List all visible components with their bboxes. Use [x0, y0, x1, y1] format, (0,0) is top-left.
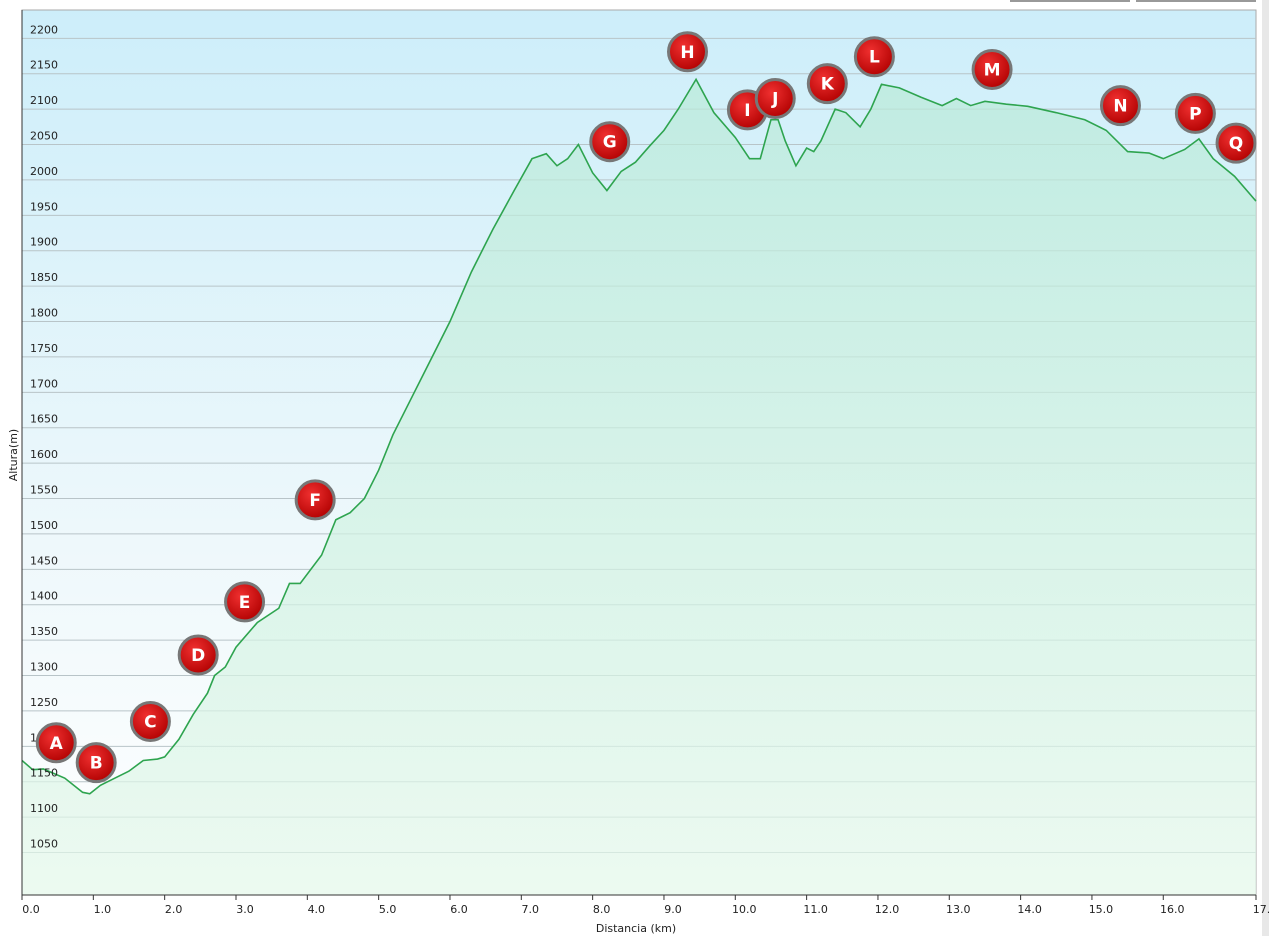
waypoint-label: A — [50, 734, 64, 754]
waypoint-label: L — [869, 48, 880, 68]
waypoint-marker — [971, 48, 1013, 90]
tab — [1010, 0, 1130, 2]
waypoint-marker — [294, 479, 336, 521]
x-tick-label: 0.0 — [22, 903, 40, 916]
waypoint: Q — [1215, 122, 1257, 164]
y-tick-label: 2000 — [30, 165, 58, 178]
y-tick-label: 1150 — [30, 767, 58, 780]
y-tick-label: 1850 — [30, 271, 58, 284]
y-tick-label: 1100 — [30, 802, 58, 815]
waypoint-label: J — [771, 90, 778, 110]
waypoint: D — [177, 634, 219, 676]
x-tick-label: 11.0 — [803, 903, 828, 916]
x-tick-label: 12.0 — [875, 903, 900, 916]
area-fill — [22, 79, 1256, 895]
waypoint-marker — [806, 63, 848, 105]
y-tick-label: 1250 — [30, 696, 58, 709]
y-tick-label: 1350 — [30, 625, 58, 638]
x-tick-label: 17.3 — [1253, 903, 1269, 916]
waypoint-marker — [35, 722, 77, 764]
waypoint-label: K — [821, 75, 835, 95]
waypoint-marker — [224, 581, 266, 623]
x-tick-label: 13.0 — [946, 903, 971, 916]
y-tick-label: 1450 — [30, 554, 58, 567]
scroll-edge — [1262, 0, 1269, 936]
waypoint-label: F — [309, 491, 321, 511]
x-tick-label: 16.0 — [1160, 903, 1185, 916]
y-tick-label: 1600 — [30, 448, 58, 461]
waypoint-marker — [667, 31, 709, 73]
waypoint: E — [224, 581, 266, 623]
y-tick-label: 1700 — [30, 377, 58, 390]
waypoint-marker — [754, 78, 796, 119]
waypoint-marker — [129, 701, 171, 743]
waypoint-marker — [177, 634, 219, 676]
waypoint-label: G — [603, 133, 617, 153]
y-tick-label: 1900 — [30, 236, 58, 249]
tab — [1136, 0, 1256, 2]
x-tick-label: 8.0 — [593, 903, 611, 916]
x-tick-label: 9.0 — [664, 903, 682, 916]
y-tick-label: 2150 — [30, 59, 58, 72]
waypoint-label: M — [984, 60, 1001, 80]
waypoint-label: E — [239, 593, 251, 613]
waypoint: H — [667, 31, 709, 73]
y-tick-label: 2050 — [30, 130, 58, 143]
x-tick-label: 5.0 — [379, 903, 397, 916]
waypoint-label: D — [191, 646, 205, 666]
waypoint: A — [35, 722, 77, 764]
waypoint-marker — [75, 742, 117, 784]
x-tick-label: 10.0 — [732, 903, 757, 916]
x-axis-label: Distancia (km) — [596, 922, 676, 935]
waypoint-label: I — [744, 101, 750, 121]
waypoint-label: C — [144, 713, 156, 733]
y-tick-label: 1550 — [30, 484, 58, 497]
y-tick-label: 1300 — [30, 661, 58, 674]
waypoint: P — [1174, 92, 1216, 134]
waypoint-label: P — [1189, 104, 1201, 124]
waypoint: M — [971, 48, 1013, 90]
elevation-line — [21, 77, 1257, 795]
x-tick-label: 3.0 — [236, 903, 254, 916]
y-tick-label: 1950 — [30, 200, 58, 213]
x-tick-label: 6.0 — [450, 903, 468, 916]
waypoint: L — [853, 36, 895, 78]
y-tick-label: 1800 — [30, 307, 58, 320]
waypoint: F — [294, 479, 336, 521]
waypoint-marker — [1099, 85, 1141, 127]
x-tick-label: 15.0 — [1089, 903, 1114, 916]
y-tick-label: 1650 — [30, 413, 58, 426]
y-tick-label: 2100 — [30, 94, 58, 107]
x-tick-label: 1.0 — [94, 903, 112, 916]
waypoint-label: H — [680, 43, 694, 63]
y-tick-label: 1750 — [30, 342, 58, 355]
y-tick-label: 2200 — [30, 23, 58, 36]
waypoint: B — [75, 742, 117, 784]
waypoint-marker — [589, 121, 631, 163]
x-tick-label: 4.0 — [308, 903, 326, 916]
waypoint: C — [129, 701, 171, 743]
y-tick-label: 1400 — [30, 590, 58, 603]
y-axis-label: Altura(m) — [7, 429, 20, 481]
waypoint: G — [589, 121, 631, 163]
waypoint-label: Q — [1229, 134, 1243, 154]
x-tick-label: 7.0 — [522, 903, 540, 916]
waypoint: J — [754, 78, 796, 119]
x-tick-label: 14.0 — [1017, 903, 1042, 916]
y-tick-label: 1500 — [30, 519, 58, 532]
waypoint: N — [1099, 85, 1141, 127]
waypoint-marker — [1215, 122, 1257, 164]
y-tick-label: 1050 — [30, 838, 58, 851]
waypoint-marker — [1174, 92, 1216, 134]
x-tick-label: 2.0 — [165, 903, 183, 916]
waypoint-label: B — [90, 754, 103, 774]
waypoint-marker — [853, 36, 895, 78]
waypoint-label: N — [1113, 97, 1127, 117]
waypoint: K — [806, 63, 848, 105]
